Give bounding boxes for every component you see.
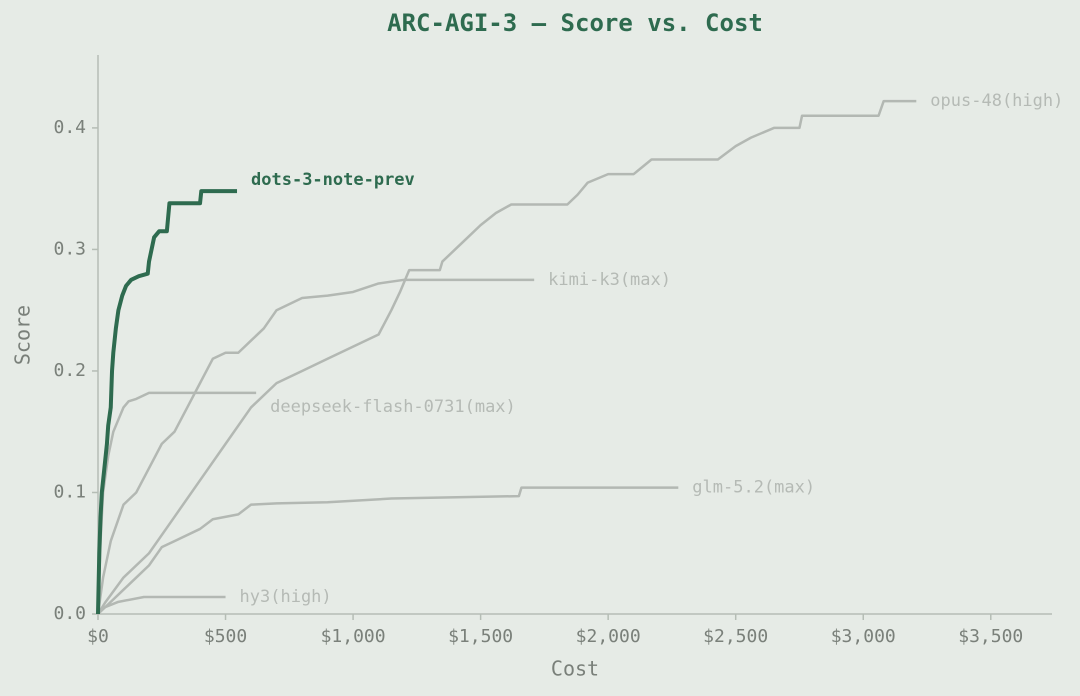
series-label: opus-48(high) (930, 91, 1063, 111)
x-tick-label: $500 (204, 626, 247, 647)
series-label: deepseek-flash-0731(max) (270, 397, 516, 417)
y-tick-label: 0.0 (53, 603, 86, 624)
y-tick-label: 0.3 (53, 238, 86, 259)
series-line (96, 278, 535, 615)
y-tick-label: 0.4 (53, 117, 86, 138)
series-line (96, 189, 238, 615)
y-tick-label: 0.2 (53, 360, 86, 381)
series-label: hy3(high) (240, 587, 332, 607)
x-tick-label: $3,000 (831, 626, 896, 647)
y-tick-label: 0.1 (53, 481, 86, 502)
series-line (97, 486, 679, 615)
x-tick-label: $1,500 (448, 626, 513, 647)
series-line (97, 595, 226, 615)
x-axis-label: Cost (551, 657, 599, 681)
x-tick-label: $0 (87, 626, 109, 647)
x-tick-label: $3,500 (958, 626, 1023, 647)
y-axis-label: Score (11, 305, 35, 365)
x-tick-label: $2,000 (576, 626, 641, 647)
series-line (96, 99, 917, 615)
x-tick-label: $1,000 (321, 626, 386, 647)
chart-title: ARC-AGI-3 — Score vs. Cost (387, 9, 763, 37)
series-label: glm-5.2(max) (692, 478, 815, 498)
series-label: kimi-k3(max) (548, 270, 671, 290)
series-label: dots-3-note-prev (251, 170, 415, 190)
x-tick-label: $2,500 (703, 626, 768, 647)
